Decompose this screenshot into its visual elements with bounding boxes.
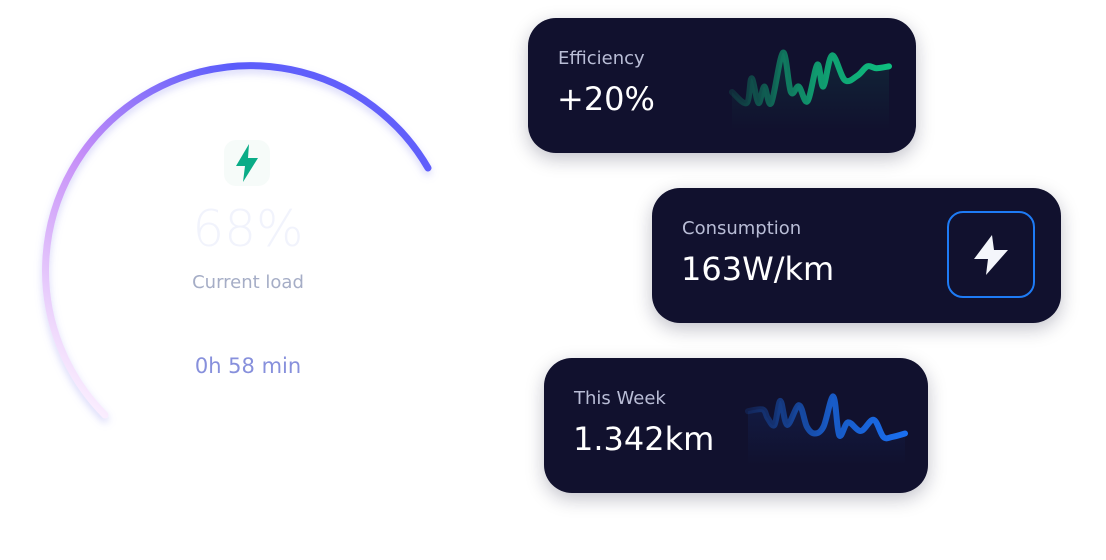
- this-week-card[interactable]: This Week 1.342km: [544, 358, 928, 493]
- load-label: Current load: [192, 272, 304, 293]
- load-gauge: 68% Current load 0h 58 min: [0, 0, 500, 556]
- lightning-bolt-icon: [974, 234, 1008, 275]
- consumption-button[interactable]: [947, 211, 1035, 298]
- sparkline-area: [731, 52, 889, 130]
- gauge-arc: [42, 62, 432, 419]
- this-week-value: 1.342km: [573, 420, 715, 458]
- lightning-bolt-icon: [224, 140, 270, 186]
- efficiency-sparkline: [728, 49, 892, 130]
- consumption-value: 163W/km: [681, 250, 835, 288]
- load-percent: 68%: [192, 200, 304, 258]
- consumption-card[interactable]: Consumption 163W/km: [652, 188, 1061, 323]
- this-week-label: This Week: [574, 388, 666, 409]
- efficiency-value: +20%: [557, 80, 655, 118]
- consumption-label: Consumption: [682, 218, 802, 239]
- sparkline-area: [747, 396, 905, 465]
- remaining-time: 0h 58 min: [194, 354, 302, 378]
- sparkline-line: [744, 393, 908, 442]
- sparkline-line: [728, 49, 892, 107]
- this-week-sparkline: [744, 393, 908, 465]
- efficiency-card[interactable]: Efficiency +20%: [528, 18, 916, 153]
- efficiency-label: Efficiency: [558, 48, 645, 69]
